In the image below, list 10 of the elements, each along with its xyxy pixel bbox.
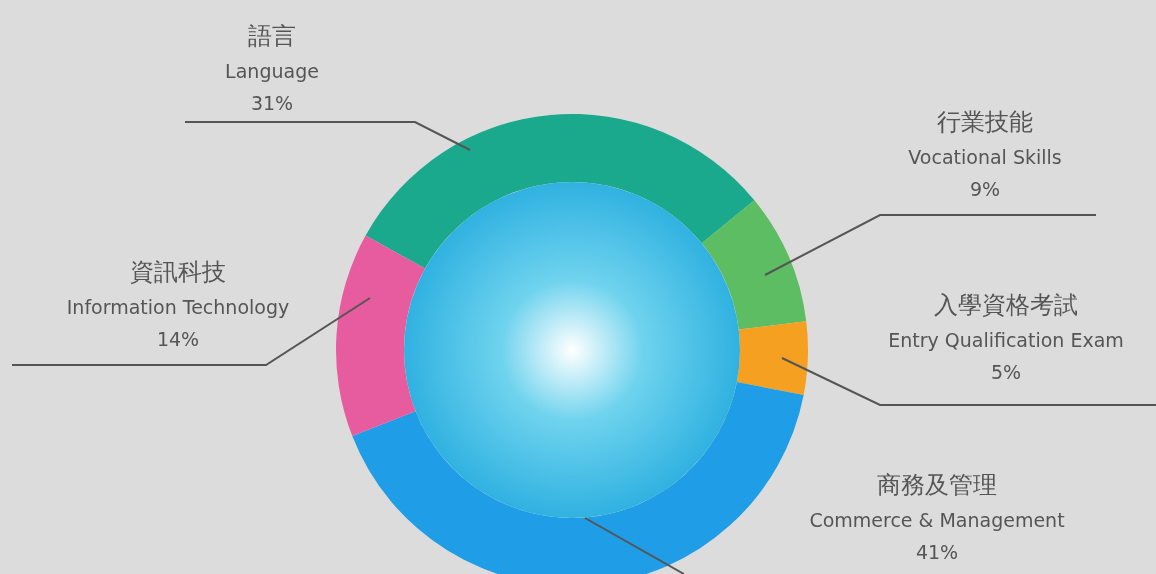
data-label: 14% (156, 328, 200, 350)
data-label: 41% (915, 541, 959, 563)
data-label: 9% (969, 178, 1001, 200)
slice-label: 入學資格考試 Entry Qualification Exam (888, 291, 1124, 351)
data-label: 31% (250, 92, 294, 114)
slice-label: 行業技能 Vocational Skills (908, 108, 1062, 168)
slice-label: 商務及管理 Commerce & Management (809, 471, 1065, 531)
slice-label: 語言 Language (225, 22, 319, 82)
data-label: 5% (990, 361, 1022, 383)
slice-label: 資訊科技 Information Technology (66, 258, 290, 318)
